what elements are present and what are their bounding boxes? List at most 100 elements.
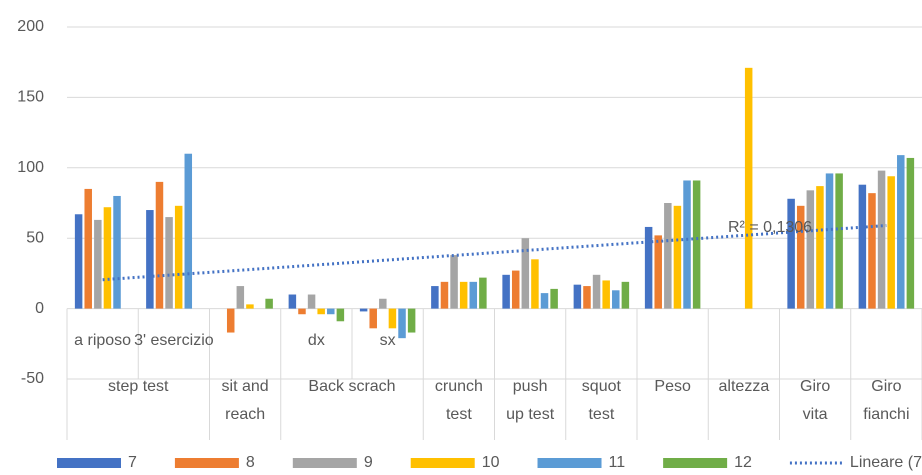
bar [816, 186, 824, 309]
bar [146, 210, 154, 309]
bar [103, 207, 112, 309]
bar [897, 155, 905, 309]
bar [236, 286, 245, 309]
category-group-label: Back scrach [308, 378, 395, 395]
bar [469, 281, 478, 309]
legend-label: 9 [364, 454, 373, 471]
category-group-label: reach [225, 406, 265, 423]
bar [592, 274, 601, 309]
legend-label: 8 [246, 454, 255, 471]
bar [184, 153, 193, 309]
bar [450, 255, 458, 309]
bar [796, 205, 805, 309]
category-group-label: Peso [654, 378, 691, 395]
legend-label: 7 [128, 454, 137, 471]
y-tick-label: 100 [17, 159, 44, 176]
legend-swatch [410, 458, 475, 468]
bar [877, 170, 886, 309]
legend-swatch [292, 458, 357, 468]
bar [683, 180, 691, 309]
bar [174, 205, 183, 309]
bar [74, 214, 83, 309]
bar [440, 281, 449, 309]
bar [835, 173, 843, 309]
bar [388, 308, 397, 329]
legend-label: 11 [609, 454, 626, 471]
bar [155, 181, 164, 309]
category-group-label: sit and [222, 378, 269, 395]
category-group-label: step test [108, 378, 169, 395]
bar [336, 308, 345, 322]
bar [379, 298, 387, 309]
bar [858, 184, 867, 309]
category-group-label: crunch [435, 378, 483, 395]
bar [84, 188, 92, 309]
category-group-label: test [446, 406, 472, 423]
legend-swatch [174, 458, 239, 468]
bar [298, 308, 306, 315]
bar [265, 298, 273, 309]
bar [288, 294, 297, 309]
legend-swatch [537, 458, 602, 468]
bar [868, 193, 876, 309]
y-tick-label: 200 [17, 18, 44, 35]
bar [654, 235, 662, 309]
bar [550, 288, 558, 309]
bar [583, 286, 591, 309]
bar [407, 308, 416, 333]
bar [673, 205, 682, 309]
bar [431, 286, 439, 309]
y-tick-label: 150 [17, 89, 44, 106]
x-tick-label: sx [380, 332, 396, 349]
bar [359, 308, 368, 312]
bar [521, 238, 530, 309]
bar [744, 67, 753, 309]
bar [502, 274, 510, 309]
category-group-label: Giro [871, 378, 901, 395]
y-tick-label: 50 [26, 229, 44, 246]
bar [511, 270, 520, 309]
trendline-annotation: R² = 0,1306 [728, 219, 812, 236]
x-tick-label: 3' esercizio [134, 332, 214, 349]
bar [369, 308, 377, 329]
bar [806, 190, 815, 309]
category-group-label: push [513, 378, 548, 395]
bar [226, 308, 235, 333]
bar [540, 293, 549, 309]
bar [664, 203, 672, 309]
bar [612, 290, 620, 309]
bar [906, 157, 915, 309]
legend-label: 10 [482, 454, 500, 471]
legend-label: Lineare (7) [850, 454, 922, 471]
bar [825, 173, 834, 309]
bar [307, 294, 316, 309]
category-group-label: squot [582, 378, 622, 395]
x-tick-label: a riposo [74, 332, 131, 349]
bar [621, 281, 630, 309]
bar [94, 219, 102, 309]
bar [327, 308, 335, 315]
x-tick-label: dx [308, 332, 325, 349]
bar [317, 308, 325, 315]
category-group-label: altezza [719, 378, 770, 395]
bar [113, 195, 121, 309]
category-group-label: vita [803, 406, 828, 423]
category-group-label: Giro [800, 378, 830, 395]
bar [398, 308, 406, 339]
bar [644, 226, 653, 309]
bar [479, 277, 487, 309]
bar [459, 281, 468, 309]
bar [573, 284, 582, 309]
bar [787, 198, 795, 309]
y-tick-label: 0 [35, 300, 44, 317]
category-group-label: fianchi [863, 406, 909, 423]
bar [692, 180, 701, 309]
category-group-label: up test [506, 406, 555, 423]
legend-label: 12 [734, 454, 752, 471]
bar [602, 280, 610, 309]
bar [246, 304, 254, 309]
legend-swatch [57, 458, 121, 468]
trendline [102, 224, 887, 282]
bar [165, 217, 173, 309]
